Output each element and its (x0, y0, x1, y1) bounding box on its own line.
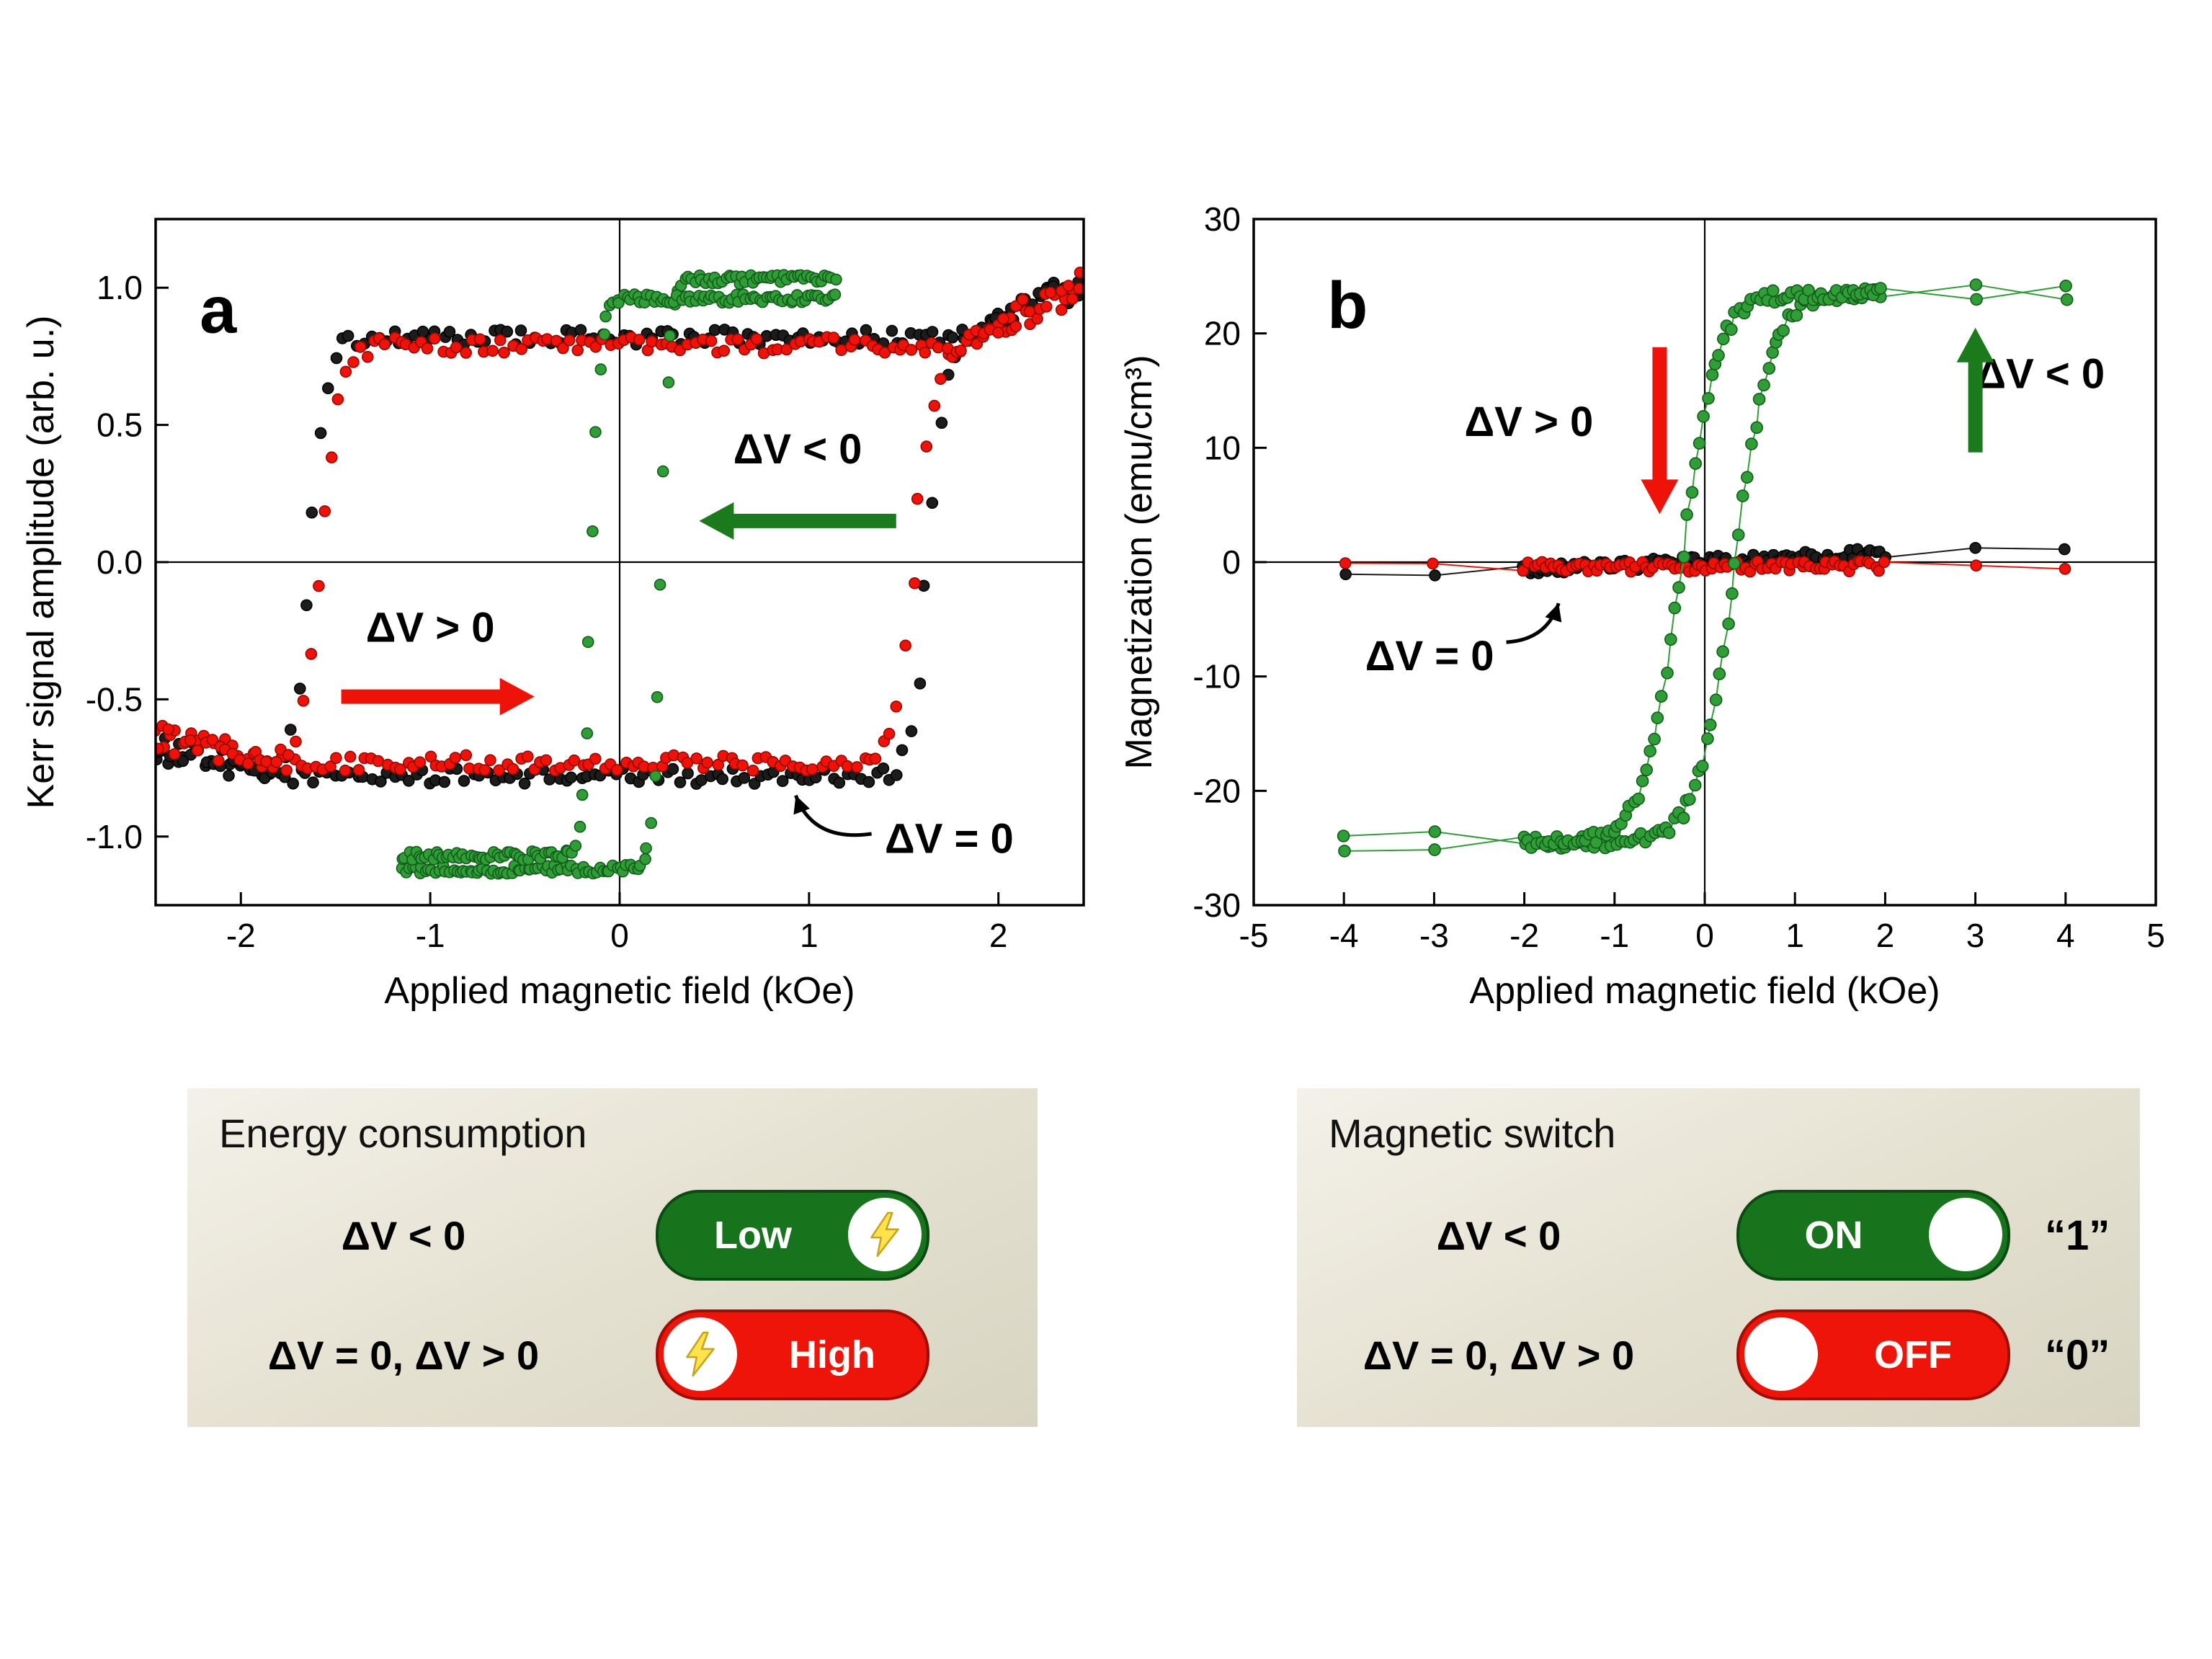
svg-text:ΔV = 0: ΔV = 0 (885, 816, 1014, 863)
svg-text:-2: -2 (226, 917, 256, 954)
switch-box-title: Magnetic switch (1329, 1111, 1616, 1156)
toggle-knob (848, 1198, 922, 1271)
svg-text:5: 5 (2146, 917, 2165, 954)
bit-value-one: “1” (2045, 1211, 2110, 1259)
switch-row-on: ΔV < 0 ON “1” (1297, 1175, 2140, 1295)
svg-text:3: 3 (1966, 917, 1985, 954)
condition-label-dv-zero-pos: ΔV = 0, ΔV > 0 (267, 1332, 540, 1378)
svg-text:20: 20 (1204, 315, 1241, 352)
toggle-switch-on: ON (1736, 1190, 2010, 1281)
svg-text:ΔV < 0: ΔV < 0 (1976, 350, 2105, 397)
switch-row-off: ΔV = 0, ΔV > 0 OFF “0” (1297, 1295, 2140, 1415)
condition-label-dv-neg: ΔV < 0 (1436, 1212, 1561, 1258)
switch-box-rows: ΔV < 0 ON “1” ΔV = 0, ΔV > 0 OFF “0” (1297, 1175, 2140, 1415)
lightning-icon (870, 1211, 899, 1258)
panel-a-plot: -2 -1 0 1 2 -1.0 -0.5 0.0 0.5 1.0 Applied magnetic… (20, 218, 1085, 1012)
svg-text:-4: -4 (1329, 917, 1359, 954)
svg-text:-1.0: -1.0 (86, 818, 143, 855)
energy-row-low: ΔV < 0 Low (187, 1175, 1038, 1295)
toggle-energy-high: High (656, 1309, 929, 1400)
svg-text:ΔV > 0: ΔV > 0 (1464, 399, 1593, 445)
svg-text:-5: -5 (1239, 917, 1269, 954)
condition-label-dv-neg: ΔV < 0 (341, 1212, 466, 1258)
toggle-knob (1744, 1317, 1818, 1391)
energy-consumption-box: Energy consumption ΔV < 0 Low ΔV = 0, ΔV… (187, 1088, 1038, 1427)
pill-label-on: ON (1804, 1214, 1863, 1257)
toggle-energy-low: Low (656, 1190, 929, 1281)
svg-text:2: 2 (1876, 917, 1895, 954)
energy-box-title: Energy consumption (219, 1111, 587, 1156)
energy-box-rows: ΔV < 0 Low ΔV = 0, ΔV > 0 High (187, 1175, 1038, 1415)
toggle-knob (664, 1317, 737, 1391)
svg-text:0: 0 (1222, 543, 1241, 581)
svg-text:10: 10 (1204, 429, 1241, 466)
svg-text:4: 4 (2056, 917, 2075, 954)
svg-text:Magnetization (emu/cm³): Magnetization (emu/cm³) (1118, 355, 1160, 769)
svg-text:0: 0 (610, 917, 629, 954)
svg-text:-10: -10 (1193, 658, 1241, 695)
svg-text:-20: -20 (1193, 772, 1241, 809)
svg-text:ΔV < 0: ΔV < 0 (733, 426, 862, 473)
pill-label-off: OFF (1874, 1333, 1952, 1376)
svg-text:0.5: 0.5 (97, 406, 143, 444)
svg-text:Kerr signal amplitude (arb. u.: Kerr signal amplitude (arb. u.) (20, 316, 62, 809)
svg-text:Applied magnetic field (kOe): Applied magnetic field (kOe) (384, 970, 855, 1012)
svg-text:-1: -1 (1600, 917, 1629, 954)
svg-text:1: 1 (1785, 917, 1804, 954)
svg-text:-0.5: -0.5 (86, 680, 143, 718)
svg-text:2: 2 (989, 917, 1008, 954)
svg-text:Applied magnetic field (kOe): Applied magnetic field (kOe) (1469, 970, 1940, 1012)
svg-text:1.0: 1.0 (97, 269, 143, 306)
svg-text:-1: -1 (416, 917, 445, 954)
svg-text:a: a (200, 274, 237, 347)
panel-b-plot: -5 -4 -3 -2 -1 0 1 2 3 4 5-30-20-100102030Applied … (1118, 200, 2165, 1012)
pill-label-low: Low (714, 1214, 792, 1257)
bit-value-zero: “0” (2045, 1331, 2110, 1379)
lightning-icon (686, 1331, 715, 1377)
pill-label-high: High (789, 1333, 875, 1376)
svg-text:ΔV > 0: ΔV > 0 (366, 605, 495, 651)
toggle-knob (1929, 1198, 2002, 1271)
svg-text:0.0: 0.0 (97, 543, 143, 581)
svg-text:ΔV = 0: ΔV = 0 (1365, 633, 1494, 680)
magnetic-switch-box: Magnetic switch ΔV < 0 ON “1” ΔV = 0, ΔV… (1297, 1088, 2140, 1427)
energy-row-high: ΔV = 0, ΔV > 0 High (187, 1295, 1038, 1415)
svg-text:0: 0 (1695, 917, 1714, 954)
svg-text:30: 30 (1204, 200, 1241, 238)
svg-text:b: b (1327, 269, 1368, 342)
svg-text:-3: -3 (1419, 917, 1449, 954)
condition-label-dv-zero-pos: ΔV = 0, ΔV > 0 (1363, 1332, 1635, 1378)
svg-text:1: 1 (800, 917, 819, 954)
toggle-switch-off: OFF (1736, 1309, 2010, 1400)
svg-text:-30: -30 (1193, 886, 1241, 924)
svg-text:-2: -2 (1509, 917, 1539, 954)
